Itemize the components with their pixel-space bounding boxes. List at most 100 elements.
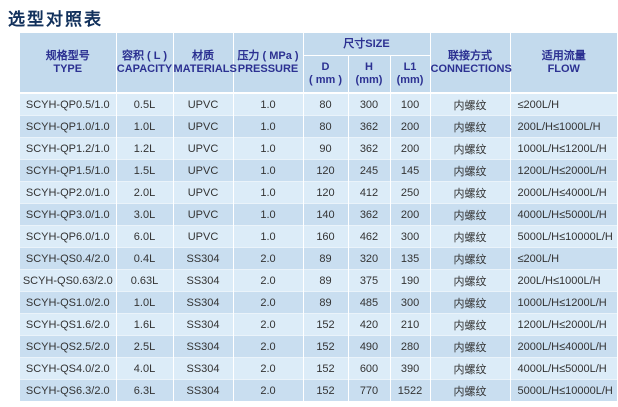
cell-connection: 内螺纹: [429, 269, 511, 292]
cell-l1: 135: [389, 247, 431, 270]
cell-pressure: 2.0: [232, 247, 303, 270]
header-size-l1-label: L1: [403, 61, 417, 73]
cell-pressure: 2.0: [232, 357, 303, 380]
header-connections-en: CONNECTIONS: [430, 62, 512, 75]
cell-h: 362: [347, 137, 390, 160]
cell-d: 120: [302, 159, 348, 182]
cell-d: 120: [302, 181, 348, 204]
header-pressure: 压力 ( MPa ) PRESSURE: [232, 33, 303, 93]
header-flow-en: FLOW: [547, 62, 580, 75]
cell-flow: 5000L/H≤10000L/H: [509, 225, 618, 248]
cell-capacity: 0.63L: [115, 269, 173, 292]
cell-l1: 100: [389, 92, 431, 116]
table-row: SCYH-QP6.0/1.0 6.0L UPVC 1.0 160 462 300 内螺纹 500…: [20, 225, 618, 248]
header-capacity-en: CAPACITY: [116, 62, 173, 75]
cell-pressure: 1.0: [232, 225, 303, 248]
cell-h: 362: [347, 115, 390, 138]
cell-h: 320: [347, 247, 390, 270]
cell-d: 152: [302, 335, 348, 358]
cell-connection: 内螺纹: [429, 313, 511, 336]
header-size-group: 尺寸SIZE: [302, 33, 431, 56]
cell-connection: 内螺纹: [429, 335, 511, 358]
header-connections-zh: 联接方式: [448, 49, 493, 62]
cell-capacity: 1.5L: [115, 159, 173, 182]
cell-capacity: 6.3L: [115, 379, 173, 401]
cell-type: SCYH-QP1.5/1.0: [20, 159, 116, 182]
table-row: SCYH-QS2.5/2.0 2.5L SS304 2.0 152 490 280 内螺纹 20…: [20, 335, 618, 358]
cell-material: UPVC: [172, 115, 233, 138]
cell-capacity: 2.5L: [115, 335, 173, 358]
cell-pressure: 2.0: [232, 379, 303, 401]
cell-flow: 200L/H≤1000L/H: [509, 115, 618, 138]
cell-connection: 内螺纹: [429, 247, 511, 270]
cell-d: 89: [302, 291, 348, 314]
cell-l1: 250: [389, 181, 431, 204]
cell-connection: 内螺纹: [429, 357, 511, 380]
cell-flow: 4000L/H≤5000L/H: [509, 357, 618, 380]
cell-flow: ≤200L/H: [509, 247, 618, 270]
cell-pressure: 1.0: [232, 203, 303, 226]
header-capacity: 容积 ( L ) CAPACITY: [115, 33, 173, 93]
page-title: 选型对照表: [8, 10, 103, 29]
cell-capacity: 3.0L: [115, 203, 173, 226]
cell-pressure: 2.0: [232, 291, 303, 314]
table-row: SCYH-QP0.5/1.0 0.5L UPVC 1.0 80 300 100 内螺纹 ≤200…: [20, 92, 618, 116]
header-connections: 联接方式 CONNECTIONS: [429, 33, 512, 93]
cell-capacity: 1.6L: [115, 313, 173, 336]
cell-material: SS304: [172, 313, 233, 336]
header-size-d-unit: ( mm ): [309, 74, 342, 86]
cell-d: 152: [302, 357, 348, 380]
header-size-h-label: H: [365, 61, 373, 73]
cell-type: SCYH-QP1.2/1.0: [20, 137, 116, 160]
cell-flow: 2000L/H≤4000L/H: [509, 181, 618, 204]
cell-type: SCYH-QS6.3/2.0: [20, 379, 116, 401]
cell-material: SS304: [172, 247, 233, 270]
header-materials: 材质 MATERIALS: [172, 33, 237, 93]
cell-l1: 145: [389, 159, 431, 182]
cell-capacity: 0.5L: [115, 92, 173, 116]
cell-type: SCYH-QP0.5/1.0: [20, 92, 116, 116]
cell-material: UPVC: [172, 137, 233, 160]
cell-h: 770: [347, 379, 390, 401]
cell-type: SCYH-QS0.63/2.0: [20, 269, 116, 292]
cell-h: 420: [347, 313, 390, 336]
cell-d: 89: [302, 247, 348, 270]
cell-h: 485: [347, 291, 390, 314]
cell-flow: 1000L/H≤1200L/H: [509, 137, 618, 160]
cell-h: 490: [347, 335, 390, 358]
table-row: SCYH-QS1.6/2.0 1.6L SS304 2.0 152 420 210 内螺纹 12…: [20, 313, 618, 336]
table-row: SCYH-QS0.4/2.0 0.4L SS304 2.0 89 320 135 内螺纹 ≤20…: [20, 247, 618, 270]
cell-capacity: 4.0L: [115, 357, 173, 380]
cell-connection: 内螺纹: [429, 137, 511, 160]
cell-material: SS304: [172, 379, 233, 401]
cell-material: SS304: [172, 269, 233, 292]
cell-d: 90: [302, 137, 348, 160]
cell-d: 80: [302, 92, 348, 116]
cell-flow: 1200L/H≤2000L/H: [509, 313, 618, 336]
cell-material: UPVC: [172, 225, 233, 248]
selection-comparison-table: 规格型号 TYPE 容积 ( L ) CAPACITY 材质 MATERIALS…: [20, 33, 618, 401]
cell-material: SS304: [172, 291, 233, 314]
cell-l1: 300: [389, 225, 431, 248]
cell-h: 412: [347, 181, 390, 204]
header-size-l1: L1 (mm): [389, 55, 431, 93]
header-size-h: H (mm): [347, 55, 390, 93]
cell-type: SCYH-QP3.0/1.0: [20, 203, 116, 226]
header-flow: 适用流量 FLOW: [509, 33, 618, 93]
cell-h: 300: [347, 92, 390, 116]
cell-flow: 1000L/H≤1200L/H: [509, 291, 618, 314]
cell-connection: 内螺纹: [429, 181, 511, 204]
table-row: SCYH-QS0.63/2.0 0.63L SS304 2.0 89 375 190 内螺纹 2…: [20, 269, 618, 292]
cell-l1: 300: [389, 291, 431, 314]
header-size-d: D ( mm ): [302, 55, 348, 93]
table-row: SCYH-QP3.0/1.0 3.0L UPVC 1.0 140 362 200 内螺纹 400…: [20, 203, 618, 226]
cell-l1: 1522: [389, 379, 431, 401]
cell-type: SCYH-QS1.0/2.0: [20, 291, 116, 314]
cell-pressure: 2.0: [232, 335, 303, 358]
cell-l1: 200: [389, 203, 431, 226]
cell-material: SS304: [172, 357, 233, 380]
cell-l1: 280: [389, 335, 431, 358]
cell-l1: 210: [389, 313, 431, 336]
cell-l1: 190: [389, 269, 431, 292]
